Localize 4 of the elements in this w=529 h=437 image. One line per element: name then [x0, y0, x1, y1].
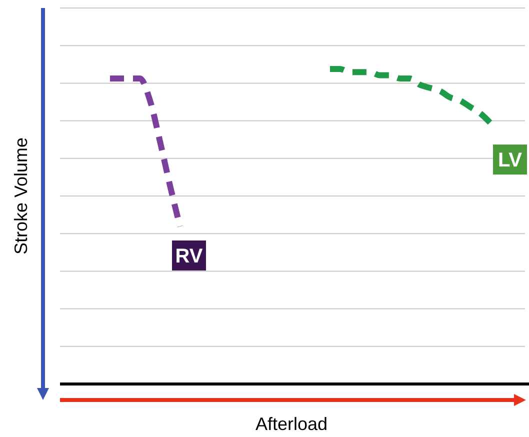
series-label: LV: [498, 150, 523, 172]
y-axis-title: Stroke Volume: [11, 137, 31, 255]
series-label: RV: [175, 246, 204, 268]
x-axis-title: Afterload: [255, 414, 328, 434]
